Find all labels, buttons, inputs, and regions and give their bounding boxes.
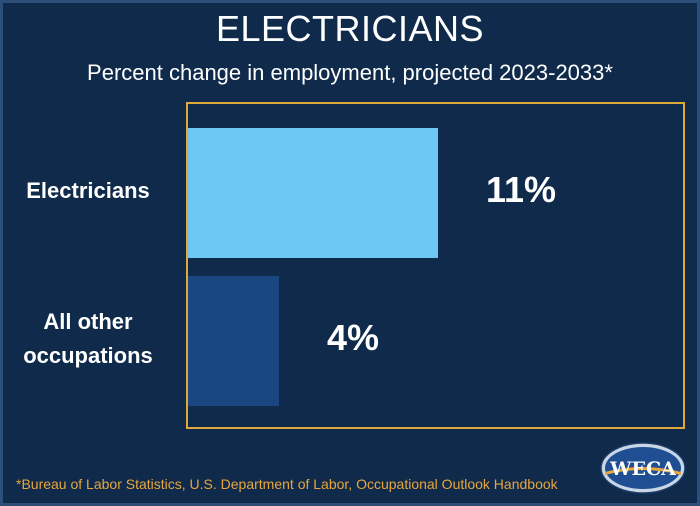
category-label-line: occupations — [23, 343, 153, 368]
source-footnote: *Bureau of Labor Statistics, U.S. Depart… — [16, 476, 558, 492]
chart-subtitle: Percent change in employment, projected … — [87, 60, 613, 85]
category-label-electricians: Electricians — [0, 174, 176, 208]
category-label-all-other-occupations: All other occupations — [0, 305, 176, 373]
chart-title: ELECTRICIANS — [215, 8, 485, 49]
bar-electricians — [188, 128, 438, 258]
category-label-line: All other — [43, 309, 133, 334]
bar-all-other-occupations — [188, 276, 279, 406]
value-label-all-other-occupations: 4% — [327, 317, 380, 358]
plot-area — [186, 102, 685, 429]
weca-logo-icon: WECA — [600, 442, 686, 494]
value-label-electricians: 11% — [486, 169, 557, 210]
logo-text: WECA — [609, 458, 676, 480]
category-label-line: Electricians — [26, 178, 150, 203]
